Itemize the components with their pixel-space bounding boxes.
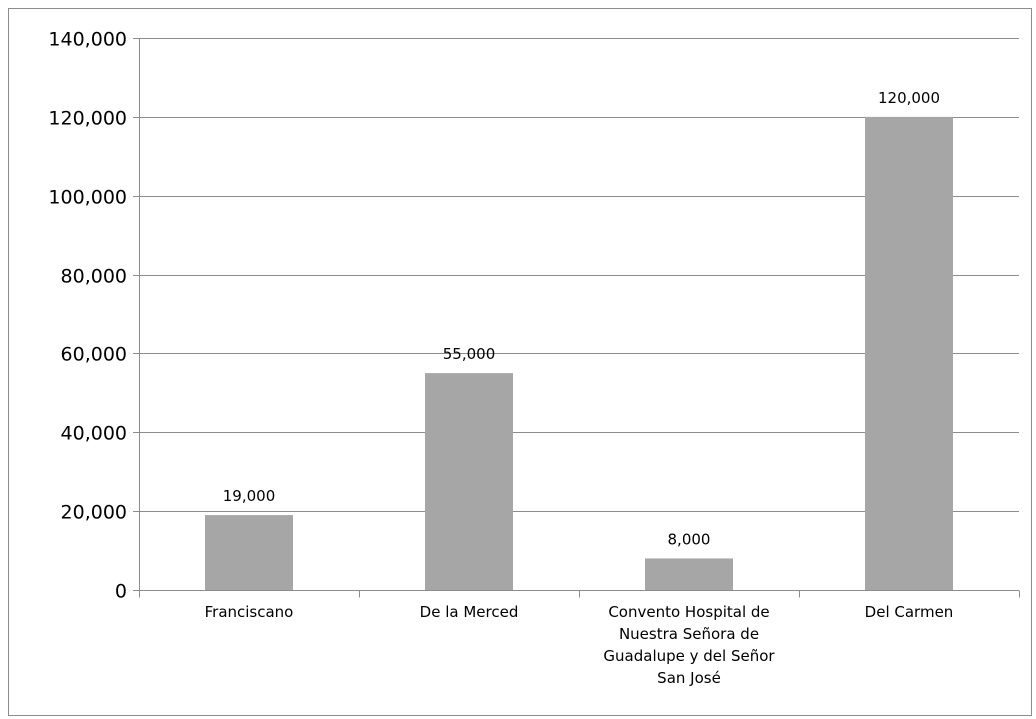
category-label: Franciscano: [205, 603, 294, 621]
bar: [425, 373, 513, 590]
data-label: 19,000: [223, 487, 276, 505]
chart-frame: 0 20,000 40,000 60,000 80,000 100,000 120,000 1…: [8, 8, 1032, 716]
bar-chart: 020,00040,00060,00080,000100,000120,0001…: [48, 29, 1020, 687]
category-label: De la Merced: [420, 603, 519, 621]
y-tick-label: 140,000: [48, 29, 127, 51]
bars: [205, 116, 953, 590]
y-tick-label: 40,000: [61, 423, 127, 445]
data-labels: 19,000 55,000 8,000 120,000: [223, 89, 940, 549]
data-label: 55,000: [443, 345, 496, 363]
x-axis-category-labels: Franciscano De la Merced Convento Hospital…: [205, 603, 954, 687]
gridlines: [139, 38, 1019, 512]
y-tick-label: 100,000: [48, 187, 127, 209]
category-label: San José: [657, 669, 721, 687]
y-tick-label: 60,000: [61, 344, 127, 366]
category-label: Guadalupe y del Señor: [603, 647, 775, 665]
y-tick-label: 20,000: [61, 502, 127, 524]
category-label: Convento Hospital de: [608, 603, 769, 621]
y-tick-label: 0: [115, 581, 127, 603]
y-axis-tick-labels: 0 20,000 40,000 60,000 80,000 100,000 120,000 1…: [48, 29, 127, 603]
y-tick-label: 80,000: [61, 266, 127, 288]
data-label: 8,000: [668, 530, 711, 548]
bar: [865, 116, 953, 590]
axes: [133, 38, 1020, 598]
category-label: Del Carmen: [865, 603, 954, 621]
y-tick-label: 120,000: [48, 108, 127, 130]
bar: [645, 558, 733, 590]
bar: [205, 515, 293, 590]
category-label: Nuestra Señora de: [619, 625, 759, 643]
data-label: 120,000: [878, 89, 940, 107]
